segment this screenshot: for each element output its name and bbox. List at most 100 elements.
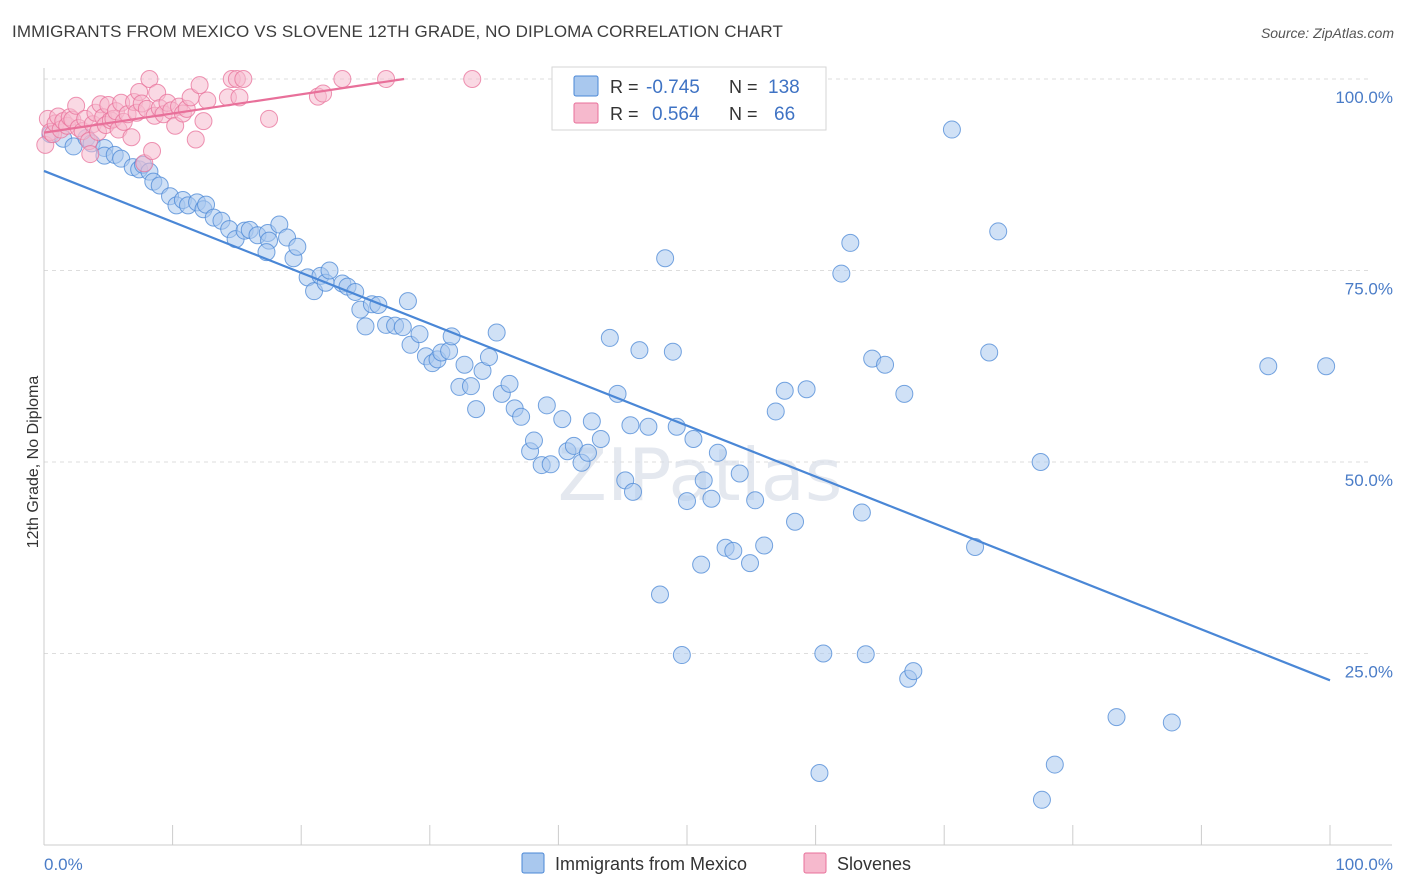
mexico-point <box>775 381 794 400</box>
mexico-point <box>814 644 833 663</box>
source-note: Source: ZipAtlas.com <box>1260 25 1394 41</box>
mexico-point <box>702 489 721 508</box>
slovenes-trendline <box>43 77 405 134</box>
slovenes-point <box>67 96 86 115</box>
mexico-point <box>746 491 765 510</box>
mexico-point <box>650 585 669 604</box>
mexico-point <box>708 443 727 462</box>
slovenes-point <box>230 88 249 107</box>
legend-swatch-mexico <box>521 852 545 874</box>
stats-r-value: -0.745 <box>646 77 700 98</box>
mexico-point <box>797 380 816 399</box>
slovenes-point <box>186 130 205 149</box>
mexico-point <box>578 443 597 462</box>
mexico-point <box>989 222 1008 241</box>
trendlines <box>43 77 1331 682</box>
mexico-point <box>741 554 760 573</box>
chart-title: IMMIGRANTS FROM MEXICO VS SLOVENE 12TH G… <box>12 22 783 41</box>
stats-r-label: R = <box>610 77 639 97</box>
slovenes-point <box>377 70 396 88</box>
x-tick-label: 0.0% <box>44 855 83 874</box>
mexico-point <box>455 355 474 374</box>
mexico-point <box>980 343 999 362</box>
mexico-point <box>639 417 658 436</box>
mexico-point <box>537 396 556 415</box>
mexico-trendline <box>43 169 1331 682</box>
mexico-point <box>410 325 429 344</box>
mexico-point <box>895 384 914 403</box>
mexico-point <box>487 323 506 342</box>
mexico-point <box>500 374 519 393</box>
mexico-point <box>678 492 696 511</box>
slovenes-point <box>463 70 482 88</box>
stats-n-value: 66 <box>774 104 795 125</box>
mexico-point <box>656 249 675 268</box>
stats-n-label: N = <box>729 104 758 124</box>
stats-r-value: 0.564 <box>652 104 700 125</box>
x-tick-label: 100.0% <box>1335 855 1393 874</box>
mexico-point <box>398 292 417 311</box>
mexico-point <box>461 377 480 396</box>
mexico-point <box>1107 708 1126 727</box>
mexico-point <box>852 503 871 522</box>
mexico-point <box>600 328 619 347</box>
mexico-point <box>684 430 703 449</box>
mexico-point <box>694 471 713 490</box>
mexico-point <box>479 348 498 367</box>
stats-swatch-blue <box>573 75 599 97</box>
y-tick-label: 100.0% <box>1335 88 1393 107</box>
slovenes-point <box>143 142 162 161</box>
slovenes-point <box>234 70 253 88</box>
y-tick-labels: 25.0% 50.0% 75.0% 100.0% <box>1335 88 1393 682</box>
slovenes-point <box>194 112 213 131</box>
mexico-point <box>524 431 543 450</box>
mexico-point <box>786 512 805 531</box>
slovenes-point <box>122 128 141 147</box>
mexico-point <box>672 646 691 665</box>
mexico-point <box>1032 790 1051 809</box>
y-tick-label: 25.0% <box>1345 663 1393 682</box>
mexico-point <box>541 455 560 474</box>
legend-label-mexico: Immigrants from Mexico <box>555 854 747 874</box>
mexico-point <box>856 645 875 664</box>
axes <box>43 68 1392 846</box>
mexico-point <box>1031 453 1050 471</box>
stats-n-label: N = <box>729 77 758 97</box>
x-tick-labels: 0.0% 100.0% <box>44 855 1393 874</box>
y-tick-label: 50.0% <box>1345 471 1393 490</box>
y-tick-label: 75.0% <box>1345 280 1393 299</box>
slovenes-point <box>81 145 100 164</box>
slovenes-point <box>190 76 209 95</box>
mexico-point <box>841 233 860 252</box>
series-points <box>36 70 1336 809</box>
mexico-point <box>724 541 743 560</box>
mexico-point <box>810 763 829 782</box>
stats-n-value: 138 <box>768 77 800 98</box>
slovenes-point <box>140 70 159 88</box>
mexico-point <box>942 120 961 139</box>
mexico-point <box>755 536 774 555</box>
mexico-point <box>591 430 610 449</box>
mexico-point <box>320 261 339 280</box>
mexico-point <box>582 412 601 431</box>
stats-legend: R = -0.745 N = 138 R = 0.564 N = 66 <box>551 66 827 131</box>
mexico-point <box>876 355 895 374</box>
mexico-point <box>692 555 711 574</box>
mexico-point <box>512 407 531 426</box>
mexico-point <box>663 342 682 361</box>
stats-swatch-pink <box>573 102 599 124</box>
series-legend: Immigrants from Mexico Slovenes <box>521 852 911 874</box>
gridlines <box>44 78 1370 654</box>
mexico-point <box>766 402 785 421</box>
mexico-point <box>393 318 412 337</box>
stats-r-label: R = <box>610 104 639 124</box>
mexico-point <box>1259 357 1278 376</box>
mexico-point <box>832 264 851 283</box>
mexico-point <box>1045 755 1064 774</box>
mexico-point <box>621 416 640 435</box>
slovenes-point <box>314 84 333 103</box>
mexico-point <box>630 341 649 360</box>
mexico-point <box>1317 357 1336 376</box>
mexico-point <box>966 538 985 557</box>
